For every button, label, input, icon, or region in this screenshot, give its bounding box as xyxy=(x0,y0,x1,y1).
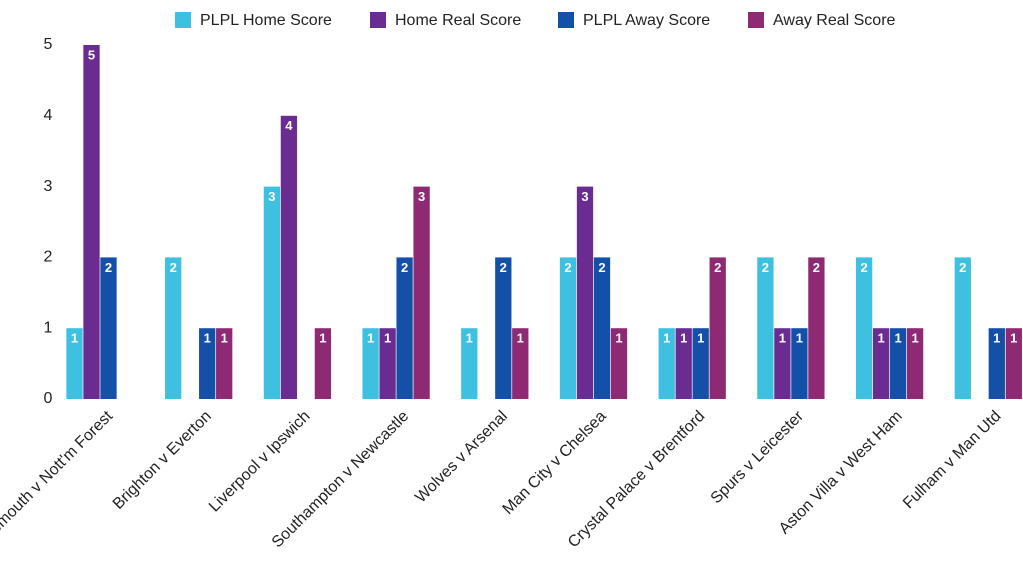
bar xyxy=(675,328,692,399)
bar xyxy=(906,328,924,399)
value-label: 3 xyxy=(268,189,275,204)
y-tick-label: 4 xyxy=(44,107,53,124)
bar xyxy=(889,328,907,399)
bar xyxy=(280,115,298,400)
x-tick-label: Liverpool v Ipswich xyxy=(206,408,314,516)
value-label: 1 xyxy=(680,331,687,346)
bar xyxy=(872,328,890,399)
value-label: 1 xyxy=(466,331,473,346)
value-label: 2 xyxy=(105,260,112,275)
value-label: 2 xyxy=(500,260,507,275)
y-tick-label: 2 xyxy=(44,249,53,266)
bar xyxy=(610,328,628,399)
value-label: 2 xyxy=(813,260,820,275)
value-label: 1 xyxy=(367,331,374,346)
bar xyxy=(461,328,478,399)
bar xyxy=(165,257,182,399)
value-label: 2 xyxy=(598,260,605,275)
bar xyxy=(808,257,825,399)
value-label: 1 xyxy=(221,331,228,346)
value-label: 4 xyxy=(285,118,293,133)
bar xyxy=(100,257,117,399)
bar xyxy=(512,328,529,399)
bar xyxy=(757,257,774,399)
bar xyxy=(988,328,1005,399)
value-label: 2 xyxy=(959,260,966,275)
value-label: 1 xyxy=(384,331,391,346)
bar xyxy=(396,257,413,399)
bar xyxy=(559,257,577,399)
bar xyxy=(314,328,332,399)
x-tick-label: Wolves v Arsenal xyxy=(412,408,511,507)
bar xyxy=(954,257,971,399)
value-label: 2 xyxy=(714,260,721,275)
value-label: 1 xyxy=(796,331,803,346)
value-label: 1 xyxy=(319,331,326,346)
value-label: 1 xyxy=(697,331,704,346)
legend-label: Away Real Score xyxy=(773,12,896,29)
value-label: 1 xyxy=(615,331,622,346)
legend-swatch xyxy=(175,12,191,28)
bar xyxy=(709,257,726,399)
bar xyxy=(1005,328,1022,399)
bar xyxy=(66,328,83,399)
value-label: 2 xyxy=(762,260,769,275)
value-label: 1 xyxy=(877,331,884,346)
y-tick-label: 1 xyxy=(44,319,53,336)
value-label: 1 xyxy=(1010,331,1017,346)
legend-swatch xyxy=(370,12,386,28)
y-tick-label: 3 xyxy=(44,178,53,195)
bar xyxy=(362,328,379,399)
legend-label: Home Real Score xyxy=(395,12,521,29)
legend-label: PLPL Home Score xyxy=(200,12,332,29)
value-label: 1 xyxy=(894,331,901,346)
bar xyxy=(774,328,791,399)
x-tick-label: Man City v Chelsea xyxy=(500,408,610,518)
value-label: 1 xyxy=(993,331,1000,346)
bar xyxy=(379,328,396,399)
bar xyxy=(593,257,611,399)
y-tick-label: 5 xyxy=(44,36,53,53)
value-label: 2 xyxy=(564,260,571,275)
legend-label: PLPL Away Score xyxy=(583,12,710,29)
legend-swatch xyxy=(558,12,574,28)
bar xyxy=(791,328,808,399)
bar xyxy=(413,186,430,399)
bar xyxy=(495,257,512,399)
value-label: 5 xyxy=(88,47,95,62)
value-label: 3 xyxy=(581,189,588,204)
y-tick-label: 0 xyxy=(44,390,53,407)
x-tick-label: Brighton v Everton xyxy=(110,408,215,513)
bar xyxy=(576,186,594,399)
bar xyxy=(658,328,675,399)
value-label: 2 xyxy=(401,260,408,275)
value-label: 1 xyxy=(779,331,786,346)
legend-swatch xyxy=(748,12,764,28)
value-label: 1 xyxy=(517,331,524,346)
value-label: 3 xyxy=(418,189,425,204)
bar xyxy=(692,328,709,399)
value-label: 1 xyxy=(71,331,78,346)
bar xyxy=(855,257,873,399)
bar xyxy=(216,328,233,399)
x-tick-label: Bournemouth v Nott'm Forest xyxy=(0,407,117,567)
value-label: 1 xyxy=(663,331,670,346)
value-label: 2 xyxy=(170,260,177,275)
x-tick-label: Fulham v Man Utd xyxy=(900,408,1004,512)
x-tick-label: Spurs v Leicester xyxy=(708,407,808,507)
bar xyxy=(263,186,281,399)
value-label: 1 xyxy=(911,331,918,346)
value-label: 1 xyxy=(204,331,211,346)
bar xyxy=(83,45,100,399)
bar xyxy=(199,328,216,399)
value-label: 2 xyxy=(860,260,867,275)
